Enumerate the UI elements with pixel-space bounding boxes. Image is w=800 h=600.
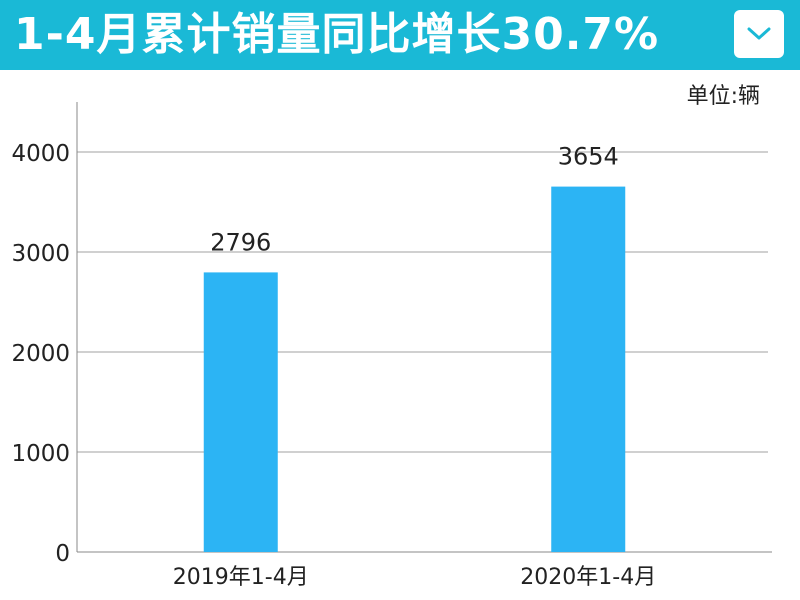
data-label: 2796: [210, 228, 271, 256]
unit-label: 单位:辆: [686, 84, 760, 109]
y-tick-label: 3000: [11, 241, 70, 267]
page-title: 1-4月累计销量同比增长30.7%: [14, 9, 660, 60]
chevron-down-icon: [747, 27, 771, 40]
bar: [203, 272, 278, 552]
bar-chart: 0 1000 2000 3000 4000 2796 2019年1-4月 3654 2020年1…: [11, 102, 772, 590]
x-tick-label: 2020年1-4月: [520, 565, 656, 590]
y-tick-label: 2000: [11, 341, 70, 367]
y-tick-label: 1000: [11, 441, 70, 467]
x-tick-label: 2019年1-4月: [173, 565, 309, 590]
title-bar: 1-4月累计销量同比增长30.7%: [0, 0, 800, 70]
bar: [551, 186, 626, 552]
y-tick-label: 0: [55, 541, 70, 567]
y-tick-label: 4000: [11, 141, 70, 167]
dropdown-button[interactable]: [734, 10, 784, 58]
data-label: 3654: [558, 143, 619, 171]
